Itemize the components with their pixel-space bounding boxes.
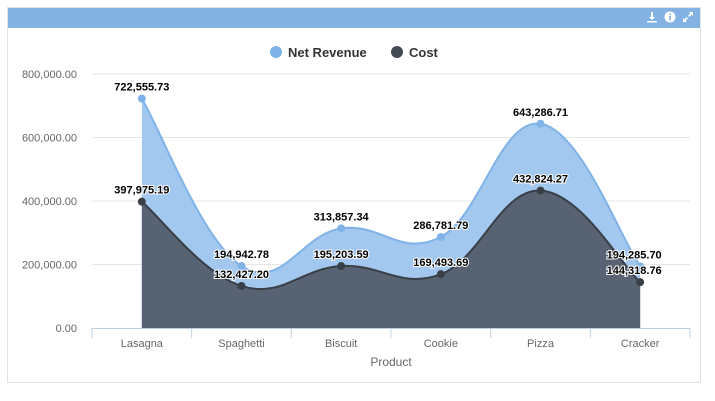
line-net-revenue bbox=[140, 98, 641, 274]
y-tick-label: 400,000.00 bbox=[22, 196, 77, 208]
data-point[interactable] bbox=[436, 270, 445, 279]
y-tick-label: 600,000.00 bbox=[22, 133, 77, 145]
data-point[interactable] bbox=[636, 262, 645, 271]
data-point[interactable] bbox=[137, 94, 146, 103]
expand-icon[interactable] bbox=[681, 10, 695, 24]
data-point[interactable] bbox=[436, 232, 445, 241]
data-label: 195,203.59 bbox=[314, 249, 369, 261]
data-point[interactable] bbox=[636, 278, 645, 287]
data-label: 397,975.19 bbox=[114, 185, 169, 197]
data-point[interactable] bbox=[536, 119, 545, 128]
area-cost bbox=[141, 190, 641, 328]
x-axis-title: Product bbox=[370, 355, 412, 369]
x-tick-label: Pizza bbox=[527, 338, 555, 350]
data-label: 722,555.73 bbox=[114, 82, 169, 94]
header-toolbar bbox=[645, 10, 695, 24]
x-tick-label: Biscuit bbox=[325, 338, 357, 350]
data-point[interactable] bbox=[337, 224, 346, 233]
data-label: 169,493.69 bbox=[413, 257, 468, 269]
data-label: 313,857.34 bbox=[314, 211, 370, 223]
info-icon[interactable] bbox=[663, 10, 677, 24]
legend-marker-net-revenue[interactable] bbox=[270, 46, 282, 58]
data-labels: 722,555.73 194,942.78 313,857.34 286,781.79… bbox=[113, 81, 662, 282]
data-label: 432,824.27 bbox=[513, 174, 568, 186]
y-tick-label: 200,000.00 bbox=[22, 260, 77, 272]
x-tick-label: Lasagna bbox=[121, 338, 164, 350]
legend: Net Revenue Cost bbox=[270, 45, 439, 60]
legend-label-net-revenue[interactable]: Net Revenue bbox=[288, 45, 367, 60]
series-areas bbox=[140, 98, 641, 328]
data-label: 194,942.78 bbox=[214, 249, 269, 261]
data-point[interactable] bbox=[337, 262, 346, 271]
data-label: 643,286.71 bbox=[513, 107, 568, 119]
data-label: 286,781.79 bbox=[413, 220, 468, 232]
data-label: 144,318.76 bbox=[607, 265, 662, 277]
data-label: 194,285.70 bbox=[607, 249, 662, 261]
y-tick-label: 800,000.00 bbox=[22, 69, 77, 81]
x-tick-label: Spaghetti bbox=[218, 338, 264, 350]
legend-label-cost[interactable]: Cost bbox=[409, 45, 439, 60]
line-cost bbox=[141, 189, 641, 291]
legend-marker-cost[interactable] bbox=[391, 46, 403, 58]
y-tick-label: 0.00 bbox=[56, 323, 77, 335]
data-point[interactable] bbox=[237, 262, 246, 271]
download-icon[interactable] bbox=[645, 10, 659, 24]
panel-header bbox=[8, 8, 700, 28]
data-label: 132,427.20 bbox=[214, 269, 269, 281]
x-tick-label: Cookie bbox=[424, 338, 458, 350]
data-point[interactable] bbox=[137, 197, 146, 206]
data-points bbox=[137, 94, 645, 290]
data-point[interactable] bbox=[536, 186, 545, 195]
x-tick-label: Cracker bbox=[621, 338, 660, 350]
data-point[interactable] bbox=[237, 281, 246, 290]
axes: 0.00 200,000.00 400,000.00 600,000.00 800,00… bbox=[22, 69, 691, 350]
